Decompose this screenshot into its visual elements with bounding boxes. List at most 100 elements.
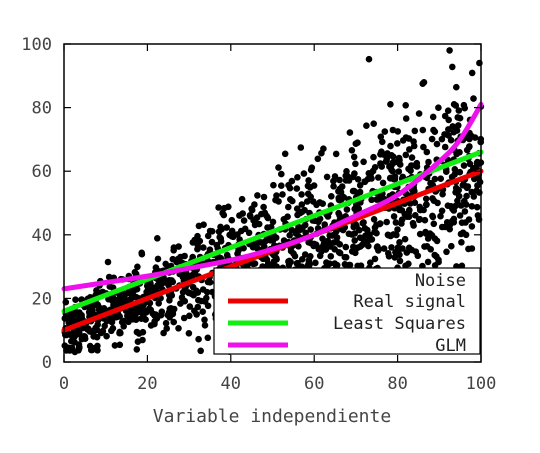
noise-point — [78, 333, 86, 341]
noise-point — [294, 174, 301, 181]
noise-point — [421, 243, 428, 250]
noise-point — [160, 329, 167, 337]
noise-point — [75, 315, 82, 323]
noise-point — [337, 196, 345, 203]
noise-point — [166, 297, 173, 304]
noise-point — [144, 286, 152, 293]
noise-point — [326, 232, 334, 239]
noise-point — [258, 239, 266, 246]
noise-point — [85, 325, 92, 333]
noise-point — [357, 262, 365, 270]
noise-point — [199, 286, 207, 293]
noise-point — [94, 347, 101, 354]
noise-point — [304, 182, 312, 190]
noise-point — [437, 212, 444, 220]
noise-point — [151, 318, 158, 325]
noise-point — [278, 182, 285, 189]
noise-point — [312, 259, 319, 267]
noise-point — [343, 206, 351, 213]
noise-point — [431, 175, 439, 183]
noise-point — [350, 153, 358, 161]
noise-point — [239, 210, 246, 217]
noise-point — [346, 129, 354, 136]
noise-point — [345, 261, 353, 269]
noise-point — [450, 101, 458, 108]
noise-point — [435, 104, 442, 111]
noise-point — [460, 162, 468, 169]
noise-point — [122, 296, 130, 304]
noise-point — [164, 311, 172, 319]
noise-point — [470, 95, 477, 102]
noise-point — [104, 258, 112, 266]
noise-point — [412, 248, 420, 255]
noise-point — [267, 223, 275, 231]
noise-point — [105, 295, 112, 303]
noise-point — [373, 229, 380, 237]
noise-point — [305, 256, 313, 264]
noise-point — [419, 126, 427, 134]
legend-label: Least Squares — [333, 314, 466, 334]
noise-point — [411, 162, 419, 169]
noise-point — [323, 173, 331, 181]
noise-point — [429, 195, 436, 202]
noise-point — [384, 231, 392, 239]
noise-point — [420, 79, 428, 86]
noise-point — [455, 192, 463, 200]
noise-point — [361, 225, 369, 232]
noise-point — [429, 113, 437, 121]
noise-point — [388, 244, 395, 251]
noise-point — [410, 138, 417, 145]
noise-point — [361, 178, 369, 186]
noise-point — [199, 308, 206, 316]
noise-point — [310, 240, 318, 248]
noise-point — [287, 247, 295, 255]
noise-point — [194, 232, 201, 240]
noise-point — [203, 294, 210, 302]
noise-point — [434, 199, 441, 207]
noise-point — [116, 341, 124, 349]
axis-ticks: 0 20 40 60 80 100 0 20 40 60 80 100 — [21, 35, 496, 394]
noise-point — [420, 143, 427, 151]
noise-point — [142, 316, 149, 323]
noise-point — [228, 216, 236, 224]
noise-point — [394, 226, 401, 233]
noise-point — [154, 255, 162, 263]
noise-point — [71, 310, 78, 317]
noise-point — [133, 285, 141, 293]
noise-point — [264, 236, 272, 243]
noise-point — [456, 168, 464, 176]
noise-point — [69, 329, 77, 336]
noise-point — [422, 195, 430, 203]
noise-point — [279, 191, 286, 198]
noise-point — [325, 243, 332, 250]
noise-point — [411, 199, 419, 206]
noise-point — [396, 161, 404, 168]
noise-point — [116, 328, 124, 336]
noise-point — [260, 203, 267, 211]
noise-point — [424, 258, 432, 266]
noise-point — [456, 212, 464, 219]
noise-point — [133, 328, 141, 336]
noise-point — [448, 242, 455, 250]
noise-point — [388, 161, 395, 169]
noise-point — [438, 223, 446, 231]
noise-point — [324, 261, 331, 268]
x-tick-label: 40 — [221, 374, 241, 394]
noise-point — [154, 235, 161, 242]
x-tick-label: 60 — [304, 374, 324, 394]
noise-point — [443, 248, 450, 256]
noise-point — [138, 249, 145, 257]
noise-point — [465, 133, 473, 140]
noise-point — [405, 209, 413, 217]
noise-point — [450, 215, 458, 223]
y-tick-label: 0 — [42, 353, 52, 373]
noise-point — [383, 218, 391, 226]
noise-point — [294, 211, 301, 219]
noise-point — [170, 318, 177, 326]
noise-point — [260, 193, 268, 201]
noise-point — [368, 236, 376, 243]
noise-point — [288, 226, 295, 234]
noise-point — [293, 205, 301, 212]
noise-point — [427, 246, 435, 253]
